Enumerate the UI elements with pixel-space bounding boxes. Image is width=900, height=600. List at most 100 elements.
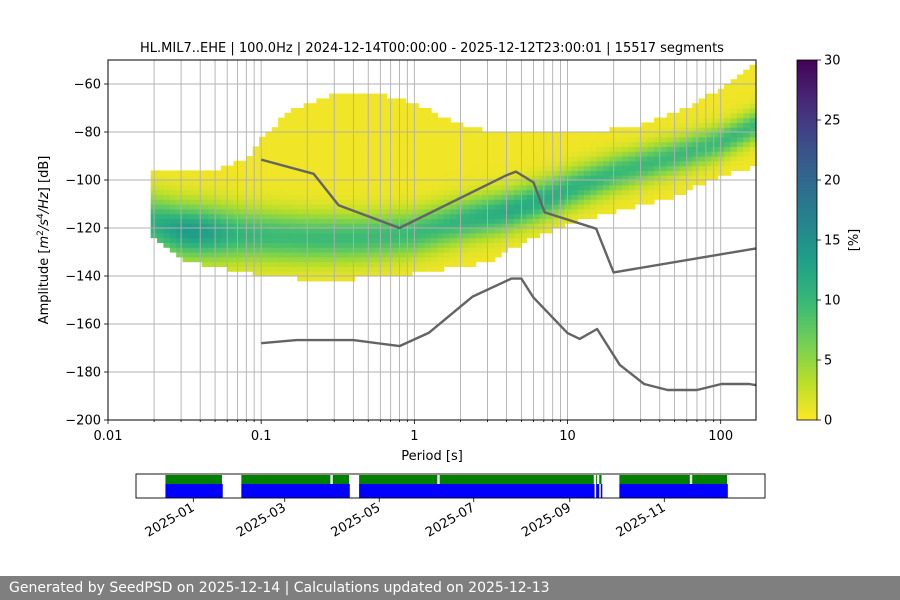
heatmap-cell xyxy=(348,165,356,171)
heatmap-cell xyxy=(380,165,388,171)
heatmap-cell xyxy=(494,213,502,219)
heatmap-cell xyxy=(724,84,732,90)
heatmap-cell xyxy=(609,165,617,171)
heatmap-cell xyxy=(220,204,228,210)
heatmap-cell xyxy=(571,170,579,176)
heatmap-cell xyxy=(348,247,356,253)
heatmap-cell xyxy=(660,151,668,157)
heatmap-cell xyxy=(494,151,502,157)
heatmap-cell xyxy=(501,223,509,229)
heatmap-cell xyxy=(692,112,700,119)
heatmap-cell xyxy=(673,180,681,186)
heatmap-cell xyxy=(399,141,407,147)
heatmap-cell xyxy=(252,223,260,229)
heatmap-cell xyxy=(341,122,349,128)
heatmap-cell xyxy=(405,127,413,133)
heatmap-cell xyxy=(437,247,445,253)
heatmap-cell xyxy=(335,160,343,167)
heatmap-cell xyxy=(558,204,566,210)
heatmap-cell xyxy=(539,132,547,138)
heatmap-cell xyxy=(392,156,400,162)
heatmap-cell xyxy=(284,266,292,272)
heatmap-cell xyxy=(329,218,337,224)
heatmap-cell xyxy=(577,204,585,210)
heatmap-cell xyxy=(329,276,337,282)
heatmap-cell xyxy=(373,170,381,176)
heatmap-cell xyxy=(501,232,509,239)
heatmap-cell xyxy=(673,189,681,195)
heatmap-cell xyxy=(252,146,260,152)
heatmap-cell xyxy=(411,256,419,263)
heatmap-cell xyxy=(284,228,292,234)
heatmap-cell xyxy=(163,184,171,191)
heatmap-cell xyxy=(405,204,413,210)
heatmap-cell xyxy=(443,175,451,181)
heatmap-cell xyxy=(341,194,349,200)
heatmap-cell xyxy=(469,213,477,219)
heatmap-cell xyxy=(443,228,451,234)
heatmap-cell xyxy=(246,180,254,186)
heatmap-cell xyxy=(278,261,286,267)
heatmap-cell xyxy=(386,108,394,114)
heatmap-cell xyxy=(259,184,266,191)
heatmap-cell xyxy=(603,204,611,210)
heatmap-cell xyxy=(348,98,356,104)
heatmap-cell xyxy=(411,170,419,176)
heatmap-cell xyxy=(615,175,623,181)
heatmap-cell xyxy=(405,112,413,119)
heatmap-cell xyxy=(360,261,368,267)
heatmap-cell xyxy=(418,261,426,267)
grid-layer xyxy=(107,60,756,421)
heatmap-cell xyxy=(443,242,451,248)
heatmap-cell xyxy=(290,184,298,191)
heatmap-cell xyxy=(685,180,693,186)
heatmap-cell xyxy=(284,165,292,171)
heatmap-cell xyxy=(431,228,439,234)
heatmap-cell xyxy=(596,160,604,167)
heatmap-cell xyxy=(201,232,209,239)
heatmap-cell xyxy=(335,156,343,162)
heatmap-cell xyxy=(698,160,706,167)
heatmap-cell xyxy=(252,242,260,248)
heatmap-cell xyxy=(698,156,706,162)
heatmap-cell xyxy=(259,146,266,152)
heatmap-cell xyxy=(329,180,337,186)
heatmap-cell xyxy=(354,199,362,205)
heatmap-cell xyxy=(628,136,636,143)
heatmap-cell xyxy=(341,242,349,248)
heatmap-cell xyxy=(329,242,337,248)
heatmap-cell xyxy=(246,261,254,267)
heatmap-cell xyxy=(577,151,585,157)
heatmap-cell xyxy=(647,189,655,195)
heatmap-cell xyxy=(494,146,502,152)
heatmap-cell xyxy=(169,242,177,248)
heatmap-cell xyxy=(475,132,483,138)
heatmap-cell xyxy=(418,122,426,128)
heatmap-cell xyxy=(399,242,407,248)
heatmap-cell xyxy=(411,189,419,195)
heatmap-cell xyxy=(399,194,407,200)
heatmap-cell xyxy=(749,69,757,75)
heatmap-cell xyxy=(348,132,356,138)
heatmap-cell xyxy=(641,199,649,205)
heatmap-cell xyxy=(399,256,407,263)
heatmap-cell xyxy=(539,165,547,171)
heatmap-cell xyxy=(329,127,337,133)
heatmap-cell xyxy=(679,151,687,157)
y-axis-label-part: 2 xyxy=(36,230,46,236)
heatmap-cell xyxy=(603,208,611,215)
heatmap-cell xyxy=(208,204,216,210)
heatmap-cell xyxy=(717,93,725,99)
heatmap-cell xyxy=(558,165,566,171)
heatmap-cell xyxy=(679,184,687,191)
heatmap-cell xyxy=(431,156,439,162)
heatmap-cell xyxy=(322,194,330,200)
heatmap-cell xyxy=(176,170,184,176)
heatmap-cell xyxy=(558,184,566,191)
heatmap-cell xyxy=(469,146,477,152)
heatmap-cell xyxy=(284,146,292,152)
heatmap-cell xyxy=(596,156,604,162)
heatmap-cell xyxy=(176,213,184,219)
heatmap-cell xyxy=(309,160,317,167)
heatmap-cell xyxy=(259,228,266,234)
